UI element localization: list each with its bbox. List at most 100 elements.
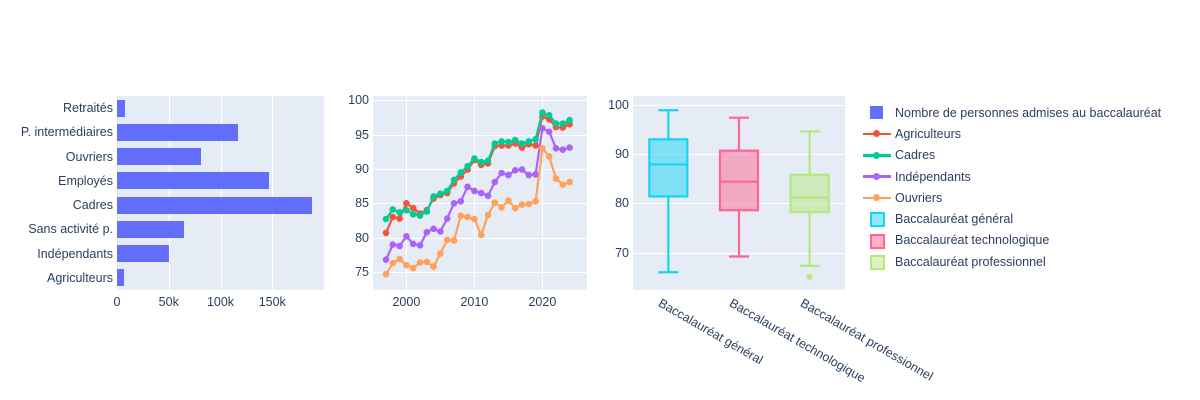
- box-Baccalauréat technologique: [718, 116, 760, 258]
- legend-item-Baccalauréat professionnel[interactable]: Baccalauréat professionnel: [862, 251, 1161, 272]
- line-swatch-icon: [862, 166, 892, 187]
- line-swatch-icon: [862, 187, 892, 208]
- marker-Ouvriers: [409, 264, 417, 272]
- box-body: [789, 173, 830, 214]
- y-tick-label: 80: [615, 196, 629, 211]
- bar-category-label: Ouvriers: [65, 149, 113, 164]
- legend-label: Indépendants: [895, 169, 971, 184]
- marker-Indépendants: [539, 125, 546, 132]
- legend-item-Baccalauréat technologique[interactable]: Baccalauréat technologique: [862, 230, 1161, 251]
- line-chart: [373, 96, 587, 290]
- marker-Cadres: [430, 193, 437, 200]
- bar-category-label: Retraités: [62, 101, 113, 115]
- y-tick-label: 95: [355, 127, 369, 142]
- marker-Agriculteurs: [396, 215, 403, 222]
- box-body: [718, 149, 760, 212]
- marker-Indépendants: [389, 241, 397, 248]
- marker-Ouvriers: [545, 153, 553, 160]
- box-Baccalauréat professionnel: [789, 130, 830, 280]
- legend-item-Ouvriers[interactable]: Ouvriers: [862, 187, 1161, 208]
- marker-Indépendants: [416, 242, 424, 249]
- marker-Indépendants: [464, 183, 471, 191]
- line-Indépendants: [384, 127, 570, 261]
- marker-Ouvriers: [430, 263, 437, 270]
- gridline: [168, 96, 170, 290]
- legend-label: Baccalauréat technologique: [895, 233, 1050, 248]
- marker-Ouvriers: [511, 204, 519, 212]
- bar-swatch-icon: [862, 102, 892, 123]
- gridline: [373, 134, 587, 136]
- marker-Indépendants: [491, 178, 499, 186]
- marker-Indépendants: [396, 242, 403, 250]
- marker-Indépendants: [545, 128, 553, 136]
- legend-item-Indépendants[interactable]: Indépendants: [862, 166, 1161, 187]
- box-body: [648, 138, 689, 198]
- legend-marker-swatch: [873, 172, 880, 180]
- bar: [117, 196, 312, 214]
- legend-label: Baccalauréat professionnel: [895, 254, 1046, 269]
- legend-box-swatch: [870, 255, 885, 271]
- marker-Ouvriers: [525, 200, 533, 208]
- marker-Cadres: [498, 138, 505, 145]
- marker-Ouvriers: [532, 198, 539, 205]
- y-tick-label: 90: [615, 147, 629, 162]
- marker-Cadres: [403, 206, 410, 214]
- marker-Ouvriers: [539, 145, 546, 152]
- line-swatch-icon: [862, 145, 892, 166]
- legend-label: Nombre de personnes admises au baccalaur…: [895, 105, 1162, 120]
- gridline: [220, 96, 222, 290]
- marker-Cadres: [532, 136, 539, 143]
- marker-Ouvriers: [505, 197, 512, 204]
- bar-chart: [117, 96, 324, 290]
- marker-Cadres: [511, 136, 519, 144]
- bar: [117, 269, 124, 287]
- marker-Ouvriers: [416, 259, 424, 266]
- marker-Agriculteurs: [403, 200, 410, 207]
- gridline: [373, 100, 587, 102]
- marker-Cadres: [416, 212, 424, 219]
- marker-Cadres: [484, 157, 492, 164]
- x-tick-label: 2010: [460, 295, 489, 309]
- bar: [117, 245, 169, 263]
- marker-Cadres: [443, 187, 451, 195]
- marker-Indépendants: [457, 198, 465, 205]
- marker-Ouvriers: [464, 213, 471, 221]
- marker-Cadres: [491, 140, 499, 147]
- legend-label: Baccalauréat général: [895, 212, 1014, 227]
- marker-Cadres: [518, 140, 526, 147]
- legend-item-Agriculteurs[interactable]: Agriculteurs: [862, 123, 1161, 144]
- legend-marker-swatch: [873, 194, 880, 202]
- y-tick-label: 85: [355, 196, 369, 211]
- legend-item-Nombre de personnes admises au baccalauréat[interactable]: Nombre de personnes admises au baccalaur…: [862, 102, 1161, 123]
- marker-Ouvriers: [491, 199, 499, 206]
- marker-Indépendants: [552, 145, 560, 152]
- bar: [117, 99, 125, 117]
- legend-item-Baccalauréat général[interactable]: Baccalauréat général: [862, 208, 1161, 229]
- line-swatch-icon: [862, 123, 892, 144]
- marker-Ouvriers: [389, 259, 397, 267]
- marker-Indépendants: [450, 200, 458, 207]
- marker-Cadres: [457, 169, 465, 176]
- y-tick-label: 70: [615, 245, 629, 260]
- marker-Cadres: [437, 190, 444, 197]
- gridline: [542, 96, 544, 290]
- box-Baccalauréat général: [648, 109, 689, 274]
- y-tick-label: 100: [608, 97, 629, 112]
- marker-Indépendants: [532, 171, 539, 178]
- marker-Agriculteurs: [389, 213, 397, 221]
- line-Ouvriers: [385, 147, 571, 275]
- bar-category-label: Cadres: [72, 198, 113, 212]
- legend-label: Ouvriers: [895, 190, 943, 205]
- marker-Cadres: [423, 208, 431, 215]
- marker-Indépendants: [409, 240, 417, 248]
- x-tick-label: 2000: [392, 295, 421, 309]
- bar: [117, 220, 184, 238]
- marker-Indépendants: [566, 144, 573, 151]
- marker-Cadres: [545, 112, 553, 119]
- y-tick-label: 100: [348, 93, 369, 108]
- marker-Indépendants: [518, 166, 526, 173]
- marker-Ouvriers: [457, 212, 465, 219]
- x-tick-label: 100k: [206, 295, 235, 309]
- marker-Cadres: [539, 109, 546, 116]
- legend-item-Cadres[interactable]: Cadres: [862, 145, 1161, 166]
